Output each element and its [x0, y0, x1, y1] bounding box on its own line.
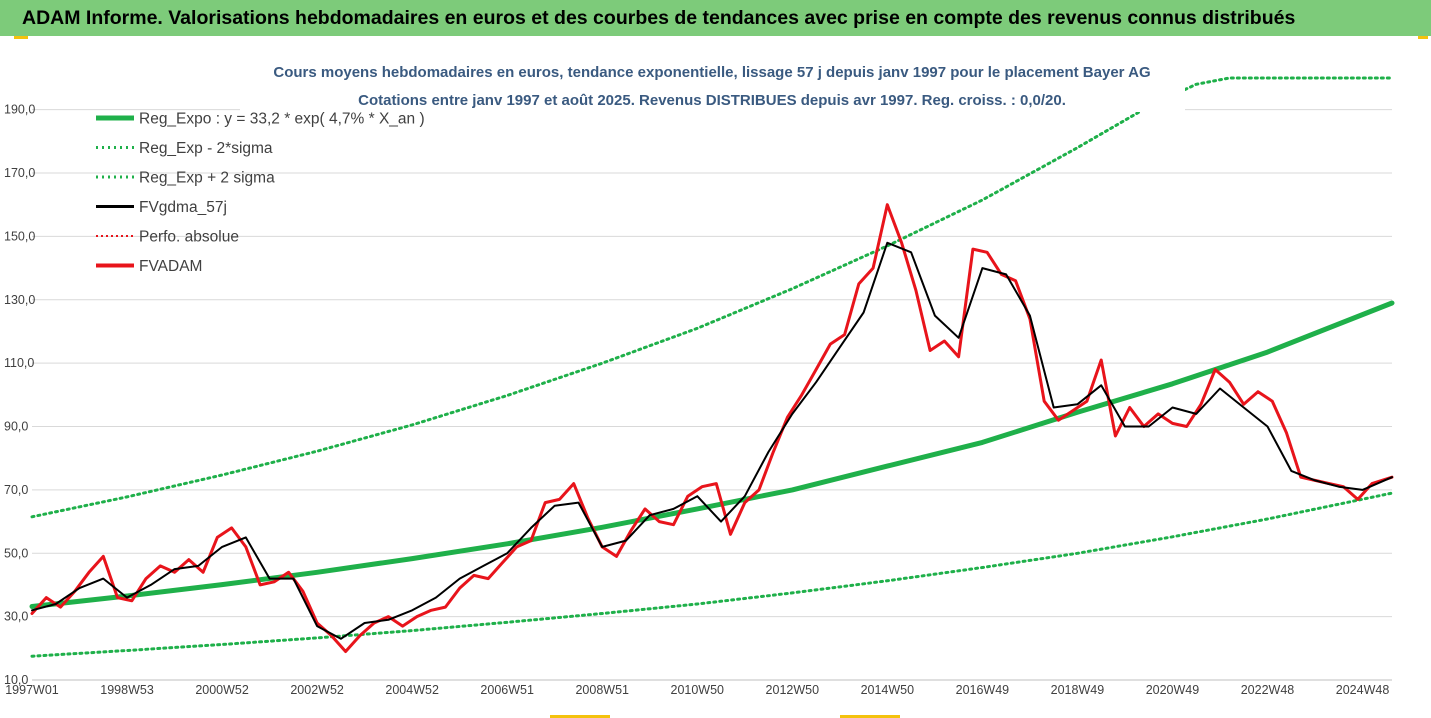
x-tick-label: 2002W52	[290, 683, 344, 697]
series-layer	[29, 76, 1395, 658]
title-backdrop	[240, 56, 1185, 112]
y-tick-label: 110,0	[4, 356, 34, 370]
x-tick-label: 2014W50	[861, 683, 915, 697]
x-tick-label: 2022W48	[1241, 683, 1295, 697]
x-tick-label: 2012W50	[766, 683, 820, 697]
corner-marker-tl	[14, 36, 28, 39]
legend-label: Perfo. absolue	[139, 229, 239, 246]
report-banner-title: ADAM Informe. Valorisations hebdomadaire…	[22, 7, 1296, 29]
series-line-fvadam	[30, 203, 1394, 653]
legend-label: FVgdma_57j	[139, 199, 227, 216]
chart-title: Cours moyens hebdomadaires en euros, ten…	[273, 64, 1150, 81]
x-tick-label: 1998W53	[100, 683, 154, 697]
y-tick-label: 190,0	[4, 103, 35, 117]
y-tick-label: 30,0	[4, 610, 28, 624]
x-tick-label: 2018W49	[1051, 683, 1105, 697]
y-tick-label: 150,0	[4, 229, 35, 243]
legend-label: FVADAM	[139, 258, 202, 275]
chart: Cours moyens hebdomadaires en euros, ten…	[4, 36, 1428, 718]
series-line-reg-plus-2sigma	[30, 76, 1394, 519]
x-tick-label: 2010W50	[671, 683, 725, 697]
y-tick-label: 50,0	[4, 546, 28, 560]
y-tick-label: 130,0	[4, 293, 35, 307]
report-banner: ADAM Informe. Valorisations hebdomadaire…	[0, 0, 1431, 36]
x-axis: 1997W01 1998W53 2000W52 2002W52 2004W52 2006W…	[5, 679, 1392, 697]
x-tick-label: 2016W49	[956, 683, 1010, 697]
y-tick-label: 170,0	[4, 166, 35, 180]
x-tick-label: 2024W48	[1336, 683, 1390, 697]
x-tick-label: 2004W52	[385, 683, 439, 697]
gridlines	[32, 109, 1392, 681]
series-line-fvgdma-57j	[31, 241, 1393, 640]
corner-marker-bl	[550, 715, 610, 718]
y-tick-label: 10,0	[4, 673, 28, 687]
y-tick-label: 70,0	[4, 483, 28, 497]
x-tick-label: 2008W51	[575, 683, 629, 697]
x-tick-label: 1997W01	[5, 683, 59, 697]
chart-subtitle: Cotations entre janv 1997 et août 2025. …	[358, 92, 1066, 109]
y-tick-label: 90,0	[4, 420, 28, 434]
series-line-reg-minus-2sigma	[30, 491, 1394, 658]
legend-label: Reg_Exp + 2 sigma	[139, 170, 275, 187]
y-axis: 10,0 30,0 50,0 70,0 90,0 110,0 130,0 150,0 170,0…	[4, 103, 35, 687]
x-tick-label: 2000W52	[195, 683, 249, 697]
legend-label: Reg_Expo : y = 33,2 * exp( 4,7% * X_an )	[139, 111, 425, 128]
series-line-reg-expo	[29, 300, 1395, 609]
legend: Reg_Expo : y = 33,2 * exp( 4,7% * X_an )…	[96, 111, 425, 275]
legend-label: Reg_Exp - 2*sigma	[139, 140, 273, 157]
x-tick-label: 2006W51	[480, 683, 534, 697]
corner-marker-br	[840, 715, 900, 718]
corner-marker-tr	[1418, 36, 1428, 39]
x-tick-label: 2020W49	[1146, 683, 1200, 697]
